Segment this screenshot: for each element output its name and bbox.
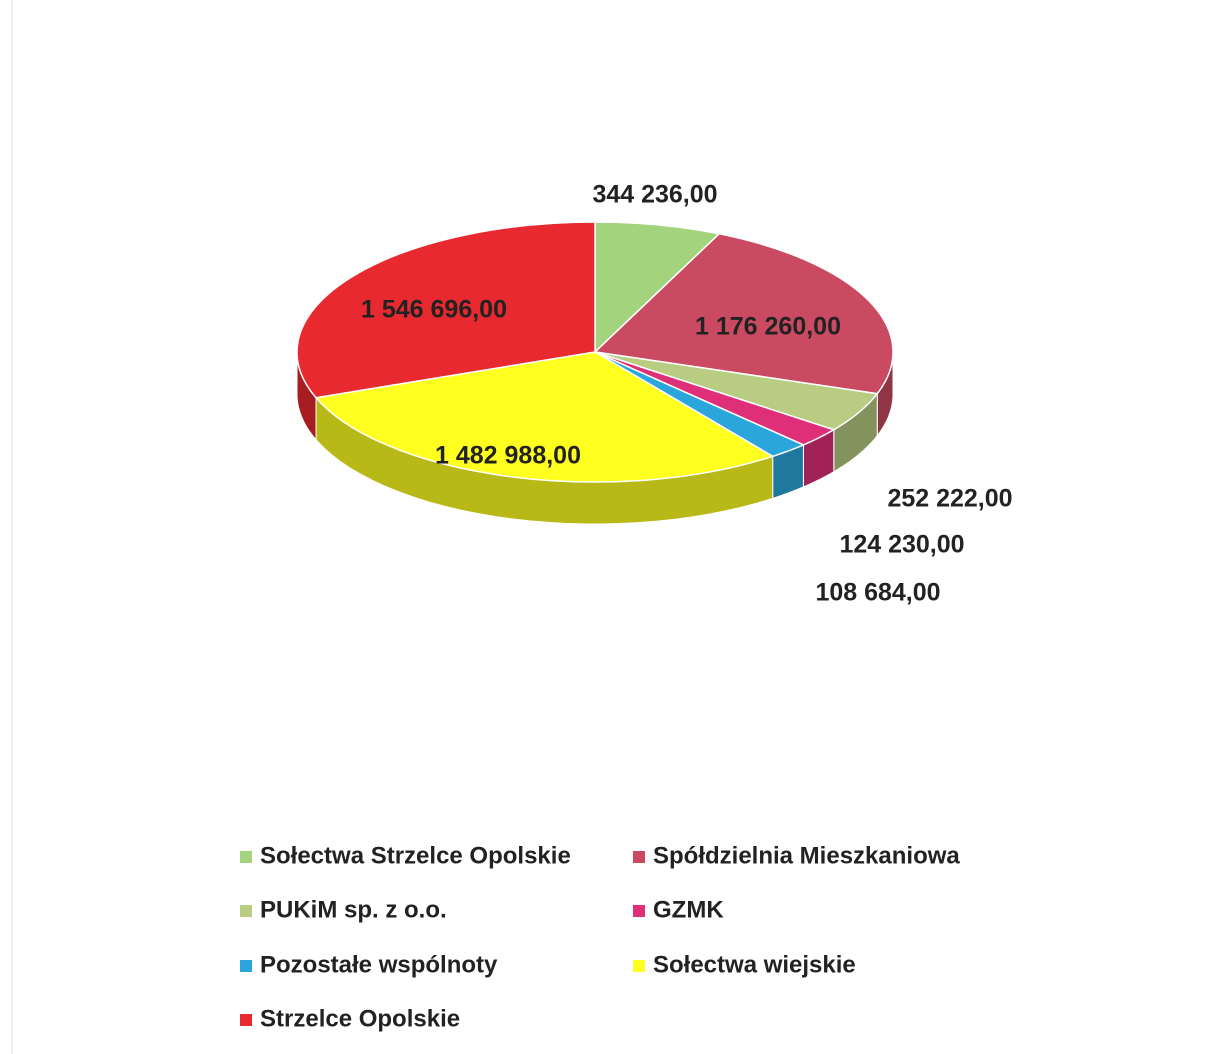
legend-marker bbox=[633, 851, 645, 863]
slice bbox=[594, 221, 721, 354]
data-label: 1 546 696,00 bbox=[361, 296, 507, 324]
legend-label: Strzelce Opolskie bbox=[260, 1005, 460, 1032]
data-label: 124 230,00 bbox=[839, 531, 964, 559]
data-label: 1 482 988,00 bbox=[435, 442, 581, 470]
legend-label: Pozostałe wspólnoty bbox=[260, 951, 498, 978]
legend-marker bbox=[633, 960, 645, 972]
data-label: 252 222,00 bbox=[887, 485, 1012, 513]
legend-marker bbox=[633, 905, 645, 917]
data-label: 108 684,00 bbox=[815, 579, 940, 607]
data-label: 344 236,00 bbox=[592, 181, 717, 209]
legend-label: GZMK bbox=[653, 896, 724, 923]
slice bbox=[314, 351, 775, 483]
legend-label: Spółdzielnia Mieszkaniowa bbox=[653, 842, 960, 869]
data-label: 1 176 260,00 bbox=[695, 313, 841, 341]
slice bbox=[593, 232, 894, 395]
legend-label: Sołectwa Strzelce Opolskie bbox=[260, 842, 571, 869]
legend-marker bbox=[240, 851, 252, 863]
slice bbox=[296, 221, 596, 399]
legend-label: Sołectwa wiejskie bbox=[653, 951, 856, 978]
legend-marker bbox=[240, 905, 252, 917]
legend-label: PUKiM sp. z o.o. bbox=[260, 896, 447, 923]
legend-marker bbox=[240, 1014, 252, 1026]
legend-marker bbox=[240, 960, 252, 972]
